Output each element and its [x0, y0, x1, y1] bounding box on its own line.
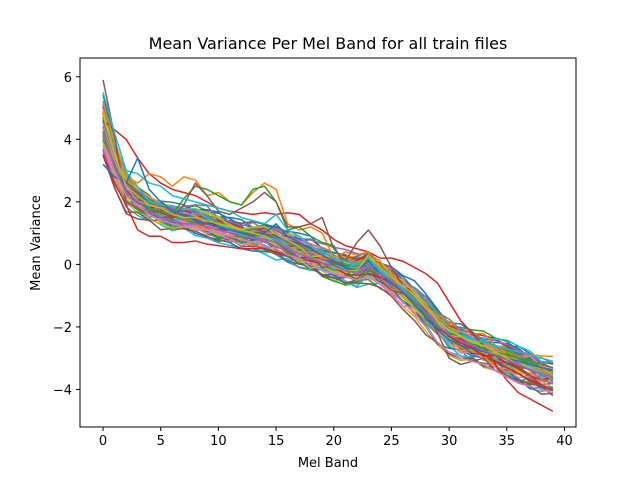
y-tick-label: −2 [53, 321, 72, 336]
y-tick-label: 2 [64, 196, 72, 211]
x-tick-label: 30 [441, 434, 458, 449]
y-tick-label: −4 [53, 383, 72, 398]
series-line [102, 79, 554, 397]
y-axis-label: Mean Variance [29, 195, 44, 291]
series-line [102, 132, 554, 378]
x-tick-label: 10 [210, 434, 227, 449]
x-axis: 0 5 10 15 20 25 30 35 40 [99, 427, 573, 449]
series-line [102, 92, 554, 363]
x-tick-label: 35 [499, 434, 516, 449]
plot-frame [79, 57, 577, 428]
y-tick-label: 6 [64, 71, 72, 86]
x-tick-label: 20 [325, 434, 342, 449]
y-tick-label: 4 [64, 133, 72, 148]
y-axis: −4 −2 0 2 4 6 [53, 71, 80, 398]
series-line [102, 145, 554, 394]
x-tick-label: 40 [556, 434, 573, 449]
x-tick-label: 0 [99, 434, 107, 449]
series-line [102, 157, 554, 372]
y-tick-label: 0 [64, 258, 72, 273]
x-axis-label: Mel Band [298, 456, 358, 471]
series-line [102, 138, 554, 369]
x-tick-label: 25 [383, 434, 400, 449]
chart-title: Mean Variance Per Mel Band for all train… [149, 34, 508, 53]
x-tick-label: 5 [157, 434, 165, 449]
x-tick-label: 15 [268, 434, 285, 449]
series-layer [102, 79, 554, 413]
